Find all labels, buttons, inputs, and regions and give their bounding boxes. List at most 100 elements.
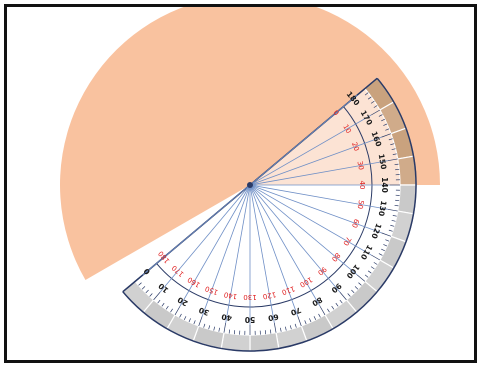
scale-tick: [394, 204, 399, 207]
scale-tick: [367, 270, 372, 274]
protractor-ray: [249, 114, 372, 186]
scale-tick: [388, 229, 393, 232]
shaded-angle-layer: [60, 7, 440, 280]
outer-scale-label: 60: [267, 312, 279, 323]
scale-tick: [383, 123, 388, 126]
scale-tick: [357, 88, 366, 96]
outer-scale-label: 40: [221, 312, 233, 323]
protractor-ray: [249, 94, 358, 186]
protractor-ray: [142, 184, 251, 276]
protractor-ray: [249, 184, 275, 323]
protractor-rays: [142, 94, 390, 325]
inner-scale-label: 140: [223, 290, 238, 300]
protractor-ray: [249, 184, 341, 293]
inner-scale-label: 50: [356, 199, 365, 209]
scale-tick: [203, 323, 206, 328]
protractor: [121, 77, 417, 352]
inner-scale-label: 60: [350, 218, 361, 229]
scale-tick: [309, 318, 312, 323]
scale-tick: [347, 293, 351, 297]
scale-tick: [354, 286, 359, 290]
protractor-ray: [249, 184, 388, 210]
outer-scale-label: 80: [310, 295, 324, 308]
outer-scale-label: 130: [377, 200, 389, 217]
scale-tick: [304, 320, 307, 325]
scale-tick: [367, 96, 372, 100]
inner-scale-label: 70: [341, 235, 352, 247]
inner-scale-label: 40: [358, 181, 366, 190]
scale-tick: [213, 326, 216, 331]
protractor-ray: [249, 136, 382, 186]
scale-tick: [138, 282, 142, 286]
scale-tick: [149, 293, 153, 297]
protractor-ray: [249, 184, 382, 234]
vertex-point: [247, 182, 253, 188]
scale-tick: [381, 232, 392, 237]
inner-scale-label: 0: [331, 109, 340, 118]
protractor-ray: [159, 184, 251, 293]
protractor-ray: [249, 184, 299, 317]
scale-tick: [392, 153, 397, 155]
scale-tick: [179, 313, 182, 318]
scale-tick: [145, 289, 149, 294]
scale-tick: [157, 299, 161, 304]
scale-tick: [385, 239, 390, 242]
scale-tick: [390, 224, 395, 227]
scale-tick: [385, 128, 390, 131]
scale-tick: [394, 163, 399, 166]
scale-tick: [358, 282, 362, 286]
scale-tick: [161, 302, 165, 307]
scale-tick: [327, 308, 330, 313]
scale-tick: [228, 329, 231, 334]
scale-tick: [387, 158, 398, 162]
outer-scale-label: 50: [245, 315, 255, 324]
protractor-ray: [179, 184, 251, 307]
figure-frame: 0 10 20 30 40 50 60 70 80 90 100 110 120 130 140 150 160…: [4, 4, 477, 363]
inner-scale-label: 90: [316, 265, 328, 277]
scale-tick: [289, 325, 292, 330]
protractor-ray: [249, 184, 321, 307]
scale-tick: [335, 302, 339, 307]
scale-tick: [371, 109, 381, 116]
scale-tick: [381, 118, 385, 122]
protractor-outer-edge: [122, 77, 417, 352]
scale-tick: [198, 316, 203, 327]
scale-band-segment: [249, 332, 280, 352]
scale-tick: [339, 292, 347, 301]
scale-tick: [294, 323, 297, 328]
scale-tick: [381, 248, 385, 252]
scale-tick: [165, 305, 169, 310]
scale-tick: [370, 100, 375, 104]
outer-scale-label: 150: [377, 153, 389, 170]
scale-tick: [273, 322, 277, 333]
scale-band-segment: [220, 332, 251, 352]
scale-tick: [357, 274, 366, 282]
scale-tick: [153, 292, 161, 301]
scale-tick: [390, 143, 395, 146]
scale-tick: [331, 305, 335, 310]
outer-scale-label: 20: [176, 295, 190, 308]
scale-tick: [141, 286, 146, 290]
scale-tick: [378, 253, 383, 256]
scale-tick: [351, 289, 355, 294]
inner-scale-label: 30: [356, 160, 365, 170]
protractor-ray: [249, 160, 388, 186]
scale-band-segment: [397, 184, 417, 215]
scale-tick: [371, 254, 381, 261]
scale-tick: [364, 274, 369, 278]
scale-tick: [319, 306, 326, 316]
scale-tick: [387, 208, 398, 212]
inner-scale-label: 10: [341, 123, 352, 135]
scale-tick: [378, 114, 383, 117]
scale-tick: [269, 329, 272, 334]
scale-tick: [391, 219, 396, 222]
outer-scale-label: 140: [380, 177, 389, 193]
protractor-ray: [249, 184, 372, 256]
scale-tick: [364, 92, 369, 96]
scale-tick: [381, 133, 392, 138]
scale-tick: [188, 318, 191, 323]
protractor-ray: [225, 184, 251, 323]
outer-scale-label: 0: [142, 267, 152, 277]
